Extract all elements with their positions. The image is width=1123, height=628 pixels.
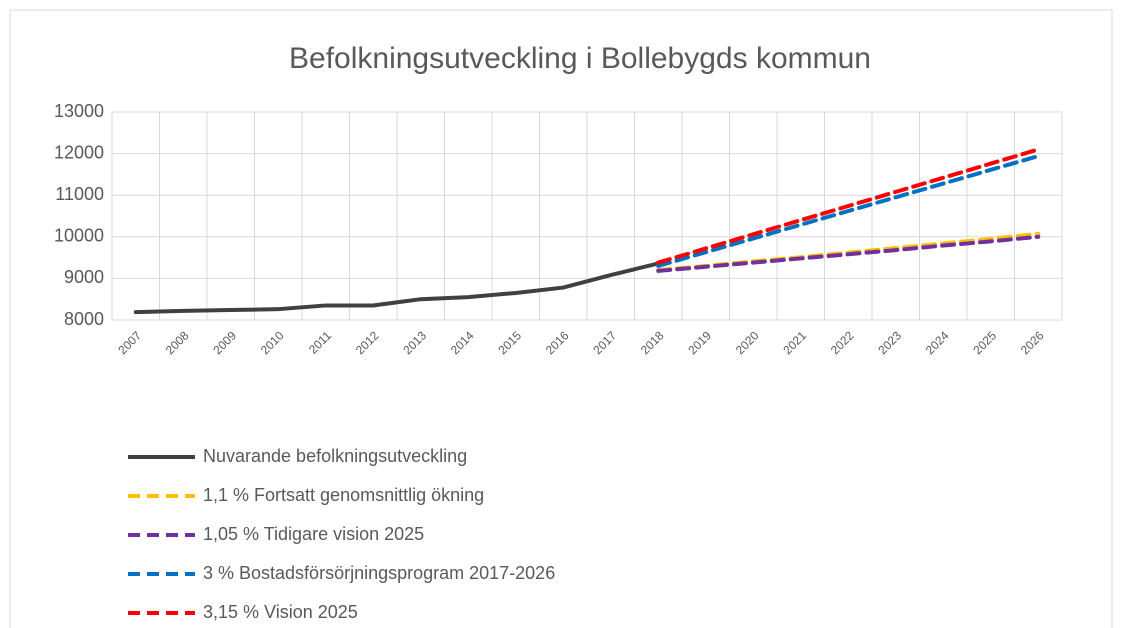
y-tick-label: 9000 — [64, 267, 104, 287]
y-tick-label: 10000 — [54, 226, 104, 246]
chart-title: Befolkningsutveckling i Bollebygds kommu… — [289, 42, 871, 75]
y-tick-label: 11000 — [55, 184, 104, 204]
series-line — [656, 234, 1041, 273]
series-line — [656, 147, 1041, 265]
legend-label: 1,1 % Fortsatt genomsnittlig ökning — [203, 485, 484, 505]
y-tick-label: 13000 — [54, 101, 104, 121]
y-tick-label: 12000 — [54, 142, 104, 162]
legend-label: 3,15 % Vision 2025 — [203, 602, 358, 622]
chart-border — [9, 9, 1113, 628]
series-line — [133, 261, 661, 315]
y-tick-label: 8000 — [64, 309, 104, 329]
legend-label: Nuvarande befolkningsutveckling — [203, 446, 467, 466]
series-line — [656, 154, 1041, 268]
legend-label: 3 % Bostadsförsörjningsprogram 2017-2026 — [203, 563, 555, 583]
legend-label: 1,05 % Tidigare vision 2025 — [203, 524, 424, 544]
